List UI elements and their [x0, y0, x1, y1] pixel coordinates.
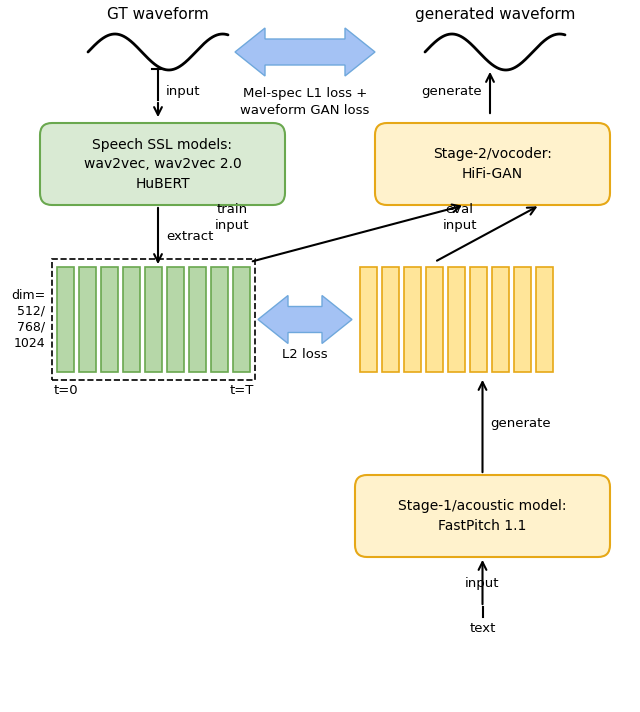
Bar — [448, 267, 465, 372]
Text: text: text — [469, 622, 496, 635]
FancyBboxPatch shape — [375, 123, 610, 205]
FancyBboxPatch shape — [355, 475, 610, 557]
Text: input: input — [465, 577, 500, 590]
Text: dim=
512/
768/
1024: dim= 512/ 768/ 1024 — [11, 289, 45, 350]
Bar — [189, 267, 206, 372]
Text: t=T: t=T — [229, 384, 253, 397]
Bar — [426, 267, 443, 372]
Bar — [52, 259, 255, 380]
Bar — [211, 267, 228, 372]
Bar — [123, 267, 140, 372]
Bar — [514, 267, 531, 372]
Text: generated waveform: generated waveform — [415, 7, 575, 22]
Text: Speech SSL models:
wav2vec, wav2vec 2.0
HuBERT: Speech SSL models: wav2vec, wav2vec 2.0 … — [84, 137, 241, 191]
Text: extract: extract — [166, 229, 213, 243]
FancyBboxPatch shape — [40, 123, 285, 205]
Text: GT waveform: GT waveform — [107, 7, 209, 22]
Polygon shape — [258, 295, 352, 343]
Bar — [233, 267, 250, 372]
Bar — [492, 267, 509, 372]
Text: Stage-2/vocoder:
HiFi-GAN: Stage-2/vocoder: HiFi-GAN — [433, 147, 552, 181]
Bar — [360, 267, 377, 372]
Text: train
input: train input — [215, 203, 249, 232]
Text: L2 loss: L2 loss — [282, 347, 328, 360]
Polygon shape — [235, 28, 375, 76]
Bar — [79, 267, 96, 372]
Text: Mel-spec L1 loss +
waveform GAN loss: Mel-spec L1 loss + waveform GAN loss — [240, 87, 370, 117]
Bar — [167, 267, 184, 372]
Text: generate: generate — [421, 85, 482, 98]
Bar — [382, 267, 399, 372]
Bar — [404, 267, 421, 372]
Text: input: input — [166, 85, 200, 98]
Bar — [470, 267, 487, 372]
Text: t=0: t=0 — [53, 384, 78, 397]
Text: eval
input: eval input — [442, 203, 477, 232]
Text: generate: generate — [490, 417, 551, 430]
Bar — [101, 267, 118, 372]
Bar — [536, 267, 553, 372]
Bar — [145, 267, 162, 372]
Bar — [57, 267, 74, 372]
Text: Stage-1/acoustic model:
FastPitch 1.1: Stage-1/acoustic model: FastPitch 1.1 — [398, 499, 567, 533]
